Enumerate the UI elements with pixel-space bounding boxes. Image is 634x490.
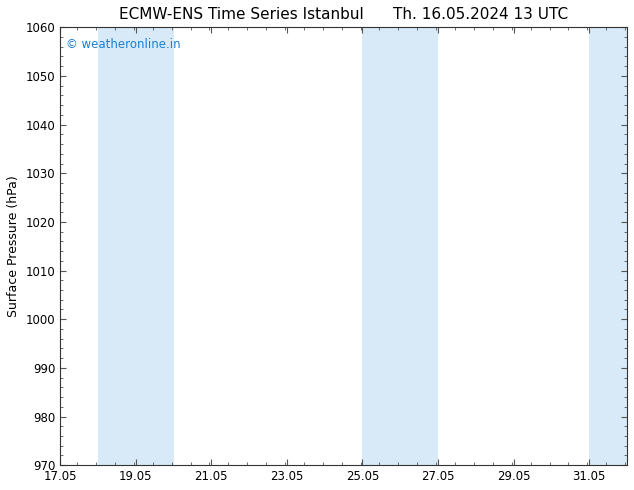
Bar	[363, 27, 438, 465]
Text: © weatheronline.in: © weatheronline.in	[66, 38, 181, 51]
Bar	[589, 27, 634, 465]
Bar	[98, 27, 174, 465]
Y-axis label: Surface Pressure (hPa): Surface Pressure (hPa)	[7, 175, 20, 317]
Title: ECMW-ENS Time Series Istanbul      Th. 16.05.2024 13 UTC: ECMW-ENS Time Series Istanbul Th. 16.05.…	[119, 7, 568, 22]
